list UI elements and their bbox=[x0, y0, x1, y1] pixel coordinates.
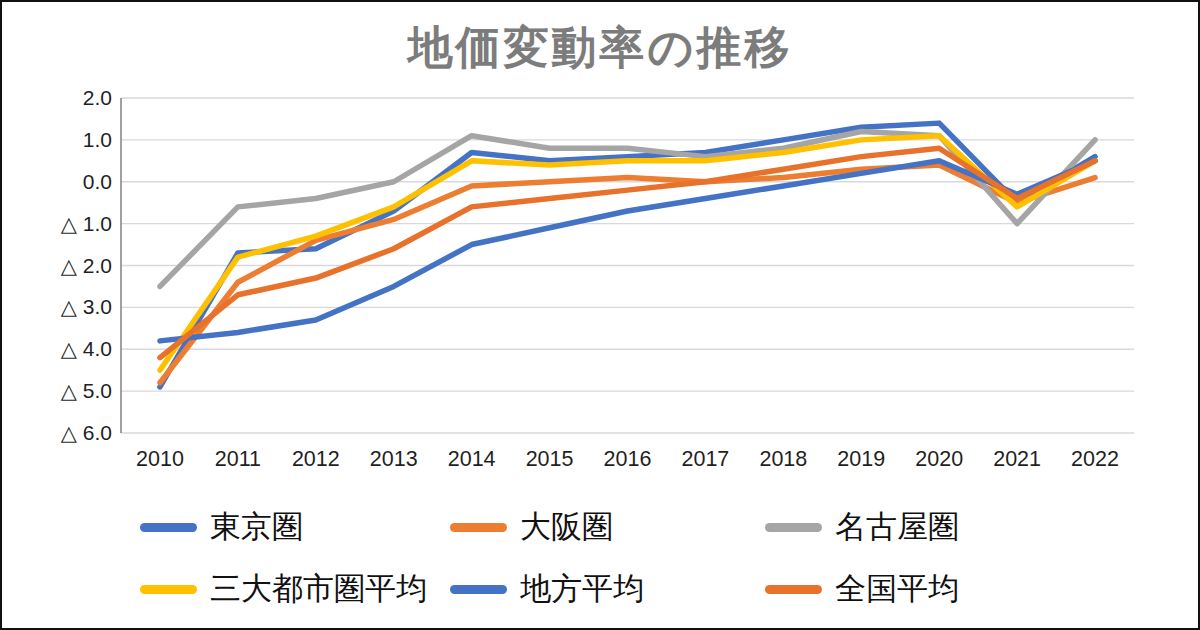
y-axis-label: △ 6.0 bbox=[61, 421, 112, 444]
x-axis-label: 2022 bbox=[1071, 447, 1119, 471]
x-axis-label: 2021 bbox=[993, 447, 1041, 471]
x-axis-label: 2018 bbox=[759, 447, 807, 471]
x-axis-label: 2011 bbox=[215, 447, 261, 471]
y-axis-label: 2.0 bbox=[83, 86, 112, 109]
y-axis-label: △ 1.0 bbox=[61, 212, 112, 235]
x-axis-label: 2013 bbox=[370, 447, 418, 471]
y-axis-label: △ 5.0 bbox=[61, 379, 112, 402]
x-axis-label: 2016 bbox=[604, 447, 652, 471]
y-axis-label: 0.0 bbox=[83, 170, 112, 193]
x-axis-label: 2017 bbox=[682, 447, 730, 471]
x-axis-label: 2015 bbox=[526, 447, 574, 471]
x-axis-label: 2020 bbox=[915, 447, 963, 471]
x-axis-label: 2012 bbox=[292, 447, 340, 471]
y-axis-label: △ 4.0 bbox=[61, 337, 112, 360]
x-axis-label: 2010 bbox=[136, 447, 184, 471]
y-axis-label: 1.0 bbox=[83, 128, 112, 151]
x-axis-label: 2019 bbox=[837, 447, 885, 471]
chart-frame: 地価変動率の推移 2.01.00.0△ 1.0△ 2.0△ 3.0△ 4.0△ … bbox=[0, 0, 1200, 630]
y-axis-label: △ 3.0 bbox=[61, 295, 112, 318]
line-chart-plot: 2.0 1.0 0.0 △ 1.0 △ 2.0 △ 3.0 △ 4.0 △ 5.0 △ 6.0 2… bbox=[2, 2, 1198, 628]
x-axis-label: 2014 bbox=[448, 447, 496, 471]
y-axis-label: △ 2.0 bbox=[61, 254, 112, 277]
